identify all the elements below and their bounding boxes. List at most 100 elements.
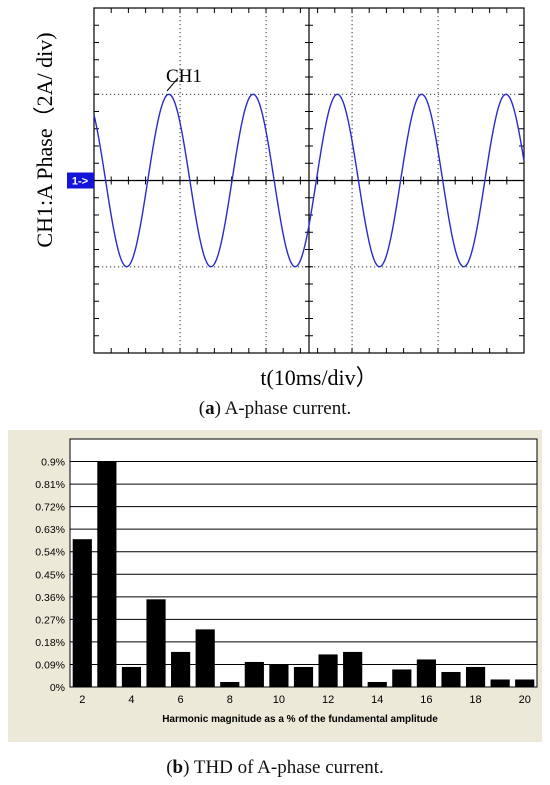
x-tick-label: 16 — [420, 694, 432, 706]
grid-dot — [194, 93, 196, 95]
waveform-chart: CH1 1-> CH1:A Phase（2A/ div) t(10ms/div） — [32, 7, 525, 390]
grid-dot — [179, 284, 181, 286]
grid-dot — [366, 93, 368, 95]
grid-dot — [426, 93, 428, 95]
grid-dot — [218, 266, 220, 268]
grid-dot — [286, 266, 288, 268]
grid-dot — [358, 266, 360, 268]
grid-dot — [351, 312, 353, 314]
bar — [367, 681, 387, 687]
grid-dot — [265, 296, 267, 298]
grid-dot — [179, 248, 181, 250]
grid-dot — [370, 266, 372, 268]
grid-dot — [414, 266, 416, 268]
bar — [146, 599, 166, 687]
grid-dot — [179, 84, 181, 86]
grid-dot — [179, 88, 181, 90]
y-tick-label: 0.63% — [35, 524, 65, 536]
grid-dot — [351, 152, 353, 154]
x-tick-label: 14 — [371, 694, 383, 706]
bar — [515, 679, 535, 687]
grid-dot — [179, 328, 181, 330]
grid-dot — [351, 44, 353, 46]
grid-dot — [437, 164, 439, 166]
grid-dot — [265, 220, 267, 222]
grid-dot — [450, 266, 452, 268]
grid-dot — [265, 268, 267, 270]
grid-dot — [437, 260, 439, 262]
grid-dot — [190, 93, 192, 95]
y-tick-label: 0% — [50, 682, 65, 694]
grid-dot — [106, 266, 108, 268]
caption-a: (a) A-phase current. — [198, 398, 352, 419]
grid-dot — [437, 120, 439, 122]
grid-dot — [474, 93, 476, 95]
grid-dot — [351, 96, 353, 98]
grid-dot — [179, 344, 181, 346]
grid-dot — [265, 336, 267, 338]
bar — [318, 654, 338, 687]
grid-dot — [265, 276, 267, 278]
grid-dot — [126, 93, 128, 95]
grid-dot — [179, 152, 181, 154]
grid-dot — [265, 256, 267, 258]
grid-dot — [179, 72, 181, 74]
grid-dot — [351, 264, 353, 266]
caption-b-text: THD of A-phase current. — [189, 757, 384, 778]
grid-dot — [179, 320, 181, 322]
grid-dot — [374, 266, 376, 268]
grid-dot — [179, 212, 181, 214]
grid-dot — [351, 296, 353, 298]
grid-dot — [437, 244, 439, 246]
grid-dot — [250, 266, 252, 268]
x-axis-label: Harmonic magnitude as a % of the fundame… — [162, 714, 438, 725]
bar — [72, 539, 92, 687]
grid-dot — [179, 68, 181, 70]
grid-dot — [254, 266, 256, 268]
grid-dot — [265, 120, 267, 122]
grid-dot — [265, 332, 267, 334]
grid-dot — [478, 266, 480, 268]
grid-dot — [437, 124, 439, 126]
y-tick-label: 0.9% — [41, 457, 65, 469]
grid-dot — [130, 93, 132, 95]
grid-dot — [265, 44, 267, 46]
grid-dot — [351, 156, 353, 158]
grid-dot — [437, 24, 439, 26]
grid-dot — [179, 204, 181, 206]
x-tick-label: 12 — [322, 694, 334, 706]
grid-dot — [351, 28, 353, 30]
grid-dot — [265, 232, 267, 234]
bar — [392, 669, 412, 687]
grid-dot — [179, 240, 181, 242]
y-tick-label: 0.36% — [35, 592, 65, 604]
grid-dot — [406, 93, 408, 95]
grid-dot — [265, 288, 267, 290]
bar — [416, 659, 436, 687]
grid-dot — [234, 93, 236, 95]
grid-dot — [437, 268, 439, 270]
grid-dot — [442, 93, 444, 95]
grid-dot — [374, 93, 376, 95]
x-axis-label: t(10ms/div） — [260, 365, 377, 390]
grid-dot — [437, 272, 439, 274]
grid-dot — [442, 266, 444, 268]
grid-dot — [351, 128, 353, 130]
grid-dot — [351, 256, 353, 258]
grid-dot — [179, 260, 181, 262]
grid-dot — [351, 124, 353, 126]
grid-dot — [179, 308, 181, 310]
channel-marker: 1-> — [72, 176, 88, 188]
grid-dot — [265, 160, 267, 162]
grid-dot — [142, 93, 144, 95]
grid-dot — [486, 266, 488, 268]
grid-dot — [238, 93, 240, 95]
grid-dot — [265, 164, 267, 166]
grid-dot — [437, 40, 439, 42]
grid-dot — [265, 20, 267, 22]
grid-dot — [351, 240, 353, 242]
grid-dot — [351, 232, 353, 234]
grid-dot — [265, 156, 267, 158]
grid-dot — [179, 288, 181, 290]
grid-dot — [265, 168, 267, 170]
